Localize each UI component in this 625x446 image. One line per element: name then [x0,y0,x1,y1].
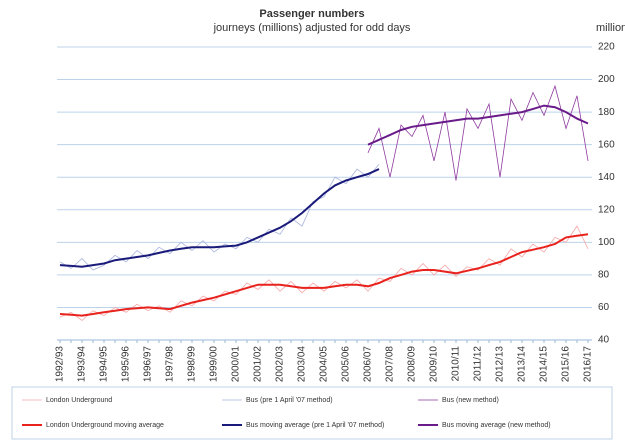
legend-label: Bus (pre 1 April '07 method) [246,397,333,404]
x-tick-label: 2009/10 [429,346,440,383]
chart-subtitle: journeys (millions) adjusted for odd day… [213,22,411,34]
x-tick-label: 2003/04 [297,346,308,383]
x-tick-label: 1993/94 [77,346,88,383]
x-tick-label: 1998/99 [187,346,198,383]
x-tick-label: 2014/15 [539,346,550,383]
x-tick-label: 1992/93 [55,346,66,383]
series-line [59,163,380,271]
y-tick-label: 60 [598,302,610,313]
x-tick-label: 2001/02 [253,346,264,383]
legend-label: Bus moving average (new method) [442,422,551,429]
legend-label: London Underground [46,397,112,404]
y-tick-label: 120 [598,204,615,215]
x-tick-label: 2012/13 [495,346,506,383]
legend-label: Bus (new method) [442,397,499,404]
chart-title: Passenger numbers [259,8,364,20]
x-tick-label: 2008/09 [407,346,418,383]
x-tick-label: 2011/12 [473,346,484,382]
x-tick-label: 1997/98 [165,346,176,383]
series-line [59,168,380,268]
x-tick-label: 2015/16 [561,346,572,383]
series-line [59,233,589,317]
x-tick-label: 2007/08 [385,346,396,383]
series-line [59,225,589,322]
x-tick-label: 1996/97 [143,346,154,383]
y-tick-label: 80 [598,270,610,281]
legend-label: Bus moving average (pre 1 April '07 meth… [246,422,384,429]
x-tick-label: 2005/06 [341,346,352,383]
x-tick-label: 2016/17 [583,346,594,383]
x-tick-label: 2002/03 [275,346,286,383]
y-tick-label: 220 [598,42,615,53]
y-tick-label: 180 [598,107,615,118]
y-axis-label: millions [596,22,625,34]
x-tick-label: 1994/95 [99,346,110,383]
x-tick-label: 1995/96 [121,346,132,383]
legend-box [11,386,613,440]
x-tick-label: 1999/00 [209,346,220,383]
y-tick-label: 200 [598,74,615,85]
series-line [367,84,589,181]
y-tick-label: 160 [598,139,615,150]
x-tick-label: 2013/14 [517,346,528,383]
y-tick-label: 40 [598,335,610,346]
x-tick-label: 2010/11 [451,346,462,382]
x-tick-label: 2000/01 [231,346,242,383]
series-line [367,104,589,146]
x-tick-label: 2006/07 [363,346,374,383]
x-tick-label: 2004/05 [319,346,330,383]
y-tick-label: 100 [598,237,615,248]
legend-label: London Underground moving average [46,422,164,429]
y-tick-label: 140 [598,172,615,183]
